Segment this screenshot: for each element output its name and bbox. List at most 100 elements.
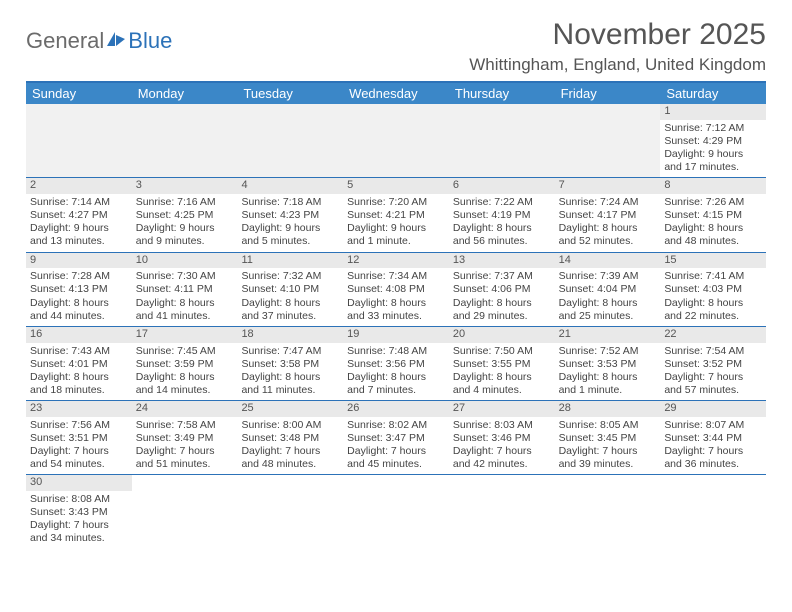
day-number: 26	[343, 401, 449, 417]
sunset-text: Sunset: 3:46 PM	[453, 432, 551, 445]
calendar-cell: 26Sunrise: 8:02 AMSunset: 3:47 PMDayligh…	[343, 401, 449, 474]
day-text: Daylight: 8 hours and 48 minutes.	[664, 222, 762, 248]
sunset-text: Sunset: 3:45 PM	[559, 432, 657, 445]
day-text: Daylight: 8 hours and 52 minutes.	[559, 222, 657, 248]
sunset-text: Sunset: 4:13 PM	[30, 283, 128, 296]
sunrise-text: Sunrise: 8:08 AM	[30, 493, 128, 506]
sunrise-text: Sunrise: 7:45 AM	[136, 345, 234, 358]
calendar-cell: 23Sunrise: 7:56 AMSunset: 3:51 PMDayligh…	[26, 401, 132, 474]
day-text: Daylight: 8 hours and 1 minute.	[559, 371, 657, 397]
day-number: 2	[26, 178, 132, 194]
week-row: 30Sunrise: 8:08 AMSunset: 3:43 PMDayligh…	[26, 475, 766, 548]
sunrise-text: Sunrise: 8:05 AM	[559, 419, 657, 432]
calendar-cell: 29Sunrise: 8:07 AMSunset: 3:44 PMDayligh…	[660, 401, 766, 474]
week-row: 9Sunrise: 7:28 AMSunset: 4:13 PMDaylight…	[26, 253, 766, 327]
sunset-text: Sunset: 4:17 PM	[559, 209, 657, 222]
brand-blue: Blue	[128, 28, 172, 54]
day-number: 11	[237, 253, 343, 269]
day-text: Daylight: 8 hours and 56 minutes.	[453, 222, 551, 248]
sunrise-text: Sunrise: 8:03 AM	[453, 419, 551, 432]
calendar-cell: 4Sunrise: 7:18 AMSunset: 4:23 PMDaylight…	[237, 178, 343, 251]
sunset-text: Sunset: 4:27 PM	[30, 209, 128, 222]
calendar-cell-empty	[343, 475, 449, 548]
sunset-text: Sunset: 3:55 PM	[453, 358, 551, 371]
sunset-text: Sunset: 4:10 PM	[241, 283, 339, 296]
calendar-cell: 1Sunrise: 7:12 AMSunset: 4:29 PMDaylight…	[660, 104, 766, 177]
dayhead-row: SundayMondayTuesdayWednesdayThursdayFrid…	[26, 83, 766, 104]
calendar-cell-empty	[555, 475, 661, 548]
sunrise-text: Sunrise: 7:16 AM	[136, 196, 234, 209]
sunset-text: Sunset: 4:06 PM	[453, 283, 551, 296]
brand-general: General	[26, 28, 104, 54]
day-text: Daylight: 7 hours and 45 minutes.	[347, 445, 445, 471]
sunrise-text: Sunrise: 7:37 AM	[453, 270, 551, 283]
day-number: 6	[449, 178, 555, 194]
day-text: Daylight: 8 hours and 18 minutes.	[30, 371, 128, 397]
sunset-text: Sunset: 4:23 PM	[241, 209, 339, 222]
day-number: 4	[237, 178, 343, 194]
day-text: Daylight: 7 hours and 48 minutes.	[241, 445, 339, 471]
calendar-cell: 27Sunrise: 8:03 AMSunset: 3:46 PMDayligh…	[449, 401, 555, 474]
day-number: 22	[660, 327, 766, 343]
location: Whittingham, England, United Kingdom	[469, 55, 766, 75]
sunrise-text: Sunrise: 7:26 AM	[664, 196, 762, 209]
sunrise-text: Sunrise: 7:48 AM	[347, 345, 445, 358]
day-number: 30	[26, 475, 132, 491]
day-text: Daylight: 7 hours and 34 minutes.	[30, 519, 128, 545]
calendar-cell: 7Sunrise: 7:24 AMSunset: 4:17 PMDaylight…	[555, 178, 661, 251]
sunrise-text: Sunrise: 7:58 AM	[136, 419, 234, 432]
day-number: 7	[555, 178, 661, 194]
calendar-cell-empty	[343, 104, 449, 177]
sunset-text: Sunset: 4:29 PM	[664, 135, 762, 148]
sunset-text: Sunset: 4:01 PM	[30, 358, 128, 371]
calendar-cell-empty	[555, 104, 661, 177]
day-number: 25	[237, 401, 343, 417]
calendar-cell: 12Sunrise: 7:34 AMSunset: 4:08 PMDayligh…	[343, 253, 449, 326]
sunrise-text: Sunrise: 8:00 AM	[241, 419, 339, 432]
sunrise-text: Sunrise: 7:22 AM	[453, 196, 551, 209]
calendar-cell: 15Sunrise: 7:41 AMSunset: 4:03 PMDayligh…	[660, 253, 766, 326]
week-row: 2 Sunrise: 7:14 AMSunset: 4:27 PM Daylight…	[26, 178, 766, 252]
day-number: 17	[132, 327, 238, 343]
sunrise-text: Sunrise: 7:52 AM	[559, 345, 657, 358]
dayhead: Friday	[555, 83, 661, 104]
sunset-text: Sunset: 3:51 PM	[30, 432, 128, 445]
calendar-cell-empty	[449, 475, 555, 548]
sunrise-text: Sunrise: 7:32 AM	[241, 270, 339, 283]
week-row: 16Sunrise: 7:43 AMSunset: 4:01 PMDayligh…	[26, 327, 766, 401]
day-text: Daylight: 8 hours and 37 minutes.	[241, 297, 339, 323]
calendar-cell: 22Sunrise: 7:54 AMSunset: 3:52 PMDayligh…	[660, 327, 766, 400]
sunrise-text: Sunrise: 7:50 AM	[453, 345, 551, 358]
calendar-cell-empty	[132, 104, 238, 177]
week-row: 23Sunrise: 7:56 AMSunset: 3:51 PMDayligh…	[26, 401, 766, 475]
calendar: SundayMondayTuesdayWednesdayThursdayFrid…	[26, 81, 766, 549]
calendar-cell: 28Sunrise: 8:05 AMSunset: 3:45 PMDayligh…	[555, 401, 661, 474]
sunrise-text: Sunrise: 7:20 AM	[347, 196, 445, 209]
dayhead: Monday	[132, 83, 238, 104]
calendar-cell: 18Sunrise: 7:47 AMSunset: 3:58 PMDayligh…	[237, 327, 343, 400]
page-title: November 2025	[469, 18, 766, 52]
dayhead: Thursday	[449, 83, 555, 104]
sunrise-text: Sunrise: 7:14 AM	[30, 196, 128, 209]
sunrise-text: Sunrise: 7:39 AM	[559, 270, 657, 283]
dayhead: Sunday	[26, 83, 132, 104]
calendar-cell: 6Sunrise: 7:22 AMSunset: 4:19 PMDaylight…	[449, 178, 555, 251]
day-text: Daylight: 7 hours and 39 minutes.	[559, 445, 657, 471]
calendar-cell-empty	[26, 104, 132, 177]
week-row: 1Sunrise: 7:12 AMSunset: 4:29 PMDaylight…	[26, 104, 766, 178]
sunset-text: Sunset: 3:47 PM	[347, 432, 445, 445]
day-number: 14	[555, 253, 661, 269]
sunset-text: Sunset: 4:11 PM	[136, 283, 234, 296]
sunset-text: Sunset: 4:25 PM	[136, 209, 234, 222]
day-text: Daylight: 8 hours and 33 minutes.	[347, 297, 445, 323]
day-number: 23	[26, 401, 132, 417]
day-number: 9	[26, 253, 132, 269]
sunset-text: Sunset: 3:48 PM	[241, 432, 339, 445]
calendar-cell: 9Sunrise: 7:28 AMSunset: 4:13 PMDaylight…	[26, 253, 132, 326]
calendar-cell: 14Sunrise: 7:39 AMSunset: 4:04 PMDayligh…	[555, 253, 661, 326]
sunrise-text: Sunrise: 7:54 AM	[664, 345, 762, 358]
sunrise-text: Sunrise: 8:07 AM	[664, 419, 762, 432]
day-number: 3	[132, 178, 238, 194]
day-number: 20	[449, 327, 555, 343]
title-block: November 2025 Whittingham, England, Unit…	[469, 18, 766, 75]
